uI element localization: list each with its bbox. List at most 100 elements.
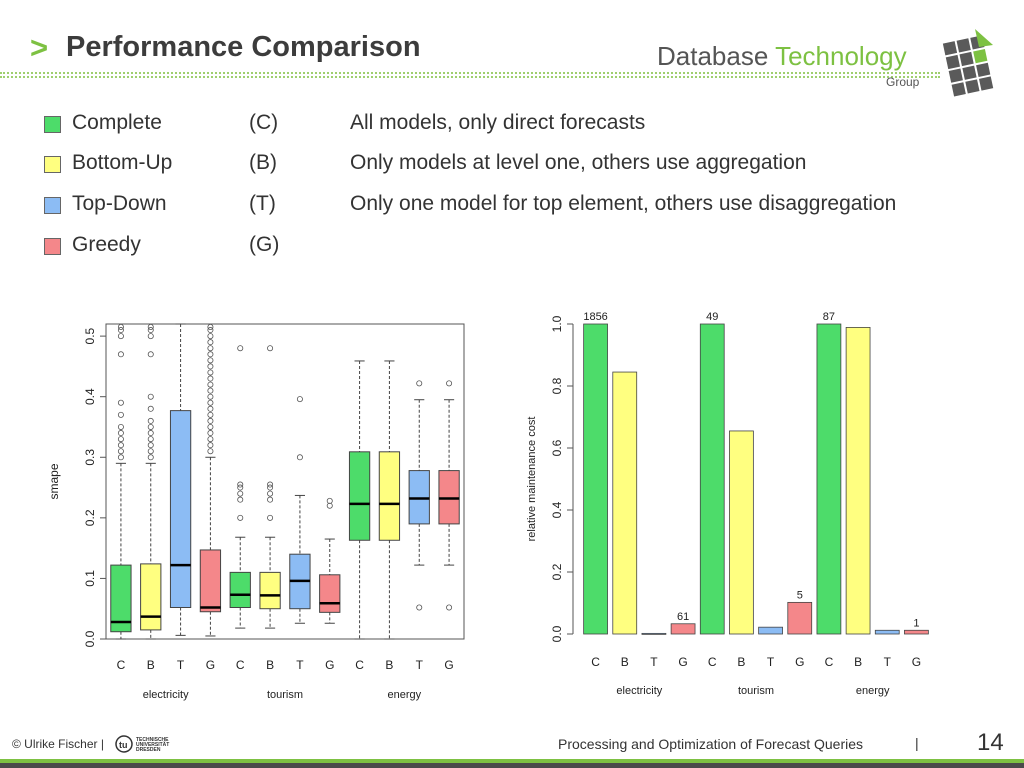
page-title: Performance Comparison <box>66 31 421 63</box>
box-outlier <box>147 448 154 455</box>
box-outlier <box>207 393 214 400</box>
box-outlier <box>207 333 214 340</box>
y-tick-label: 0.8 <box>550 377 564 394</box>
svg-text:tu: tu <box>119 740 128 750</box>
box-energy-B <box>378 451 401 541</box>
legend-name: Top-Down <box>72 192 167 215</box>
box-outlier <box>147 430 154 437</box>
y-tick-label: 0.0 <box>550 625 564 642</box>
box-outlier <box>207 357 214 364</box>
y-axis-label: smape <box>47 463 61 499</box>
box-outlier <box>296 454 303 461</box>
footer-accent-bar <box>0 759 1024 763</box>
y-tick-label: 0.4 <box>550 501 564 518</box>
x-tick-label: C <box>236 658 245 672</box>
box-outlier <box>207 339 214 346</box>
box-outlier <box>117 442 124 449</box>
legend-description: All models, only direct forecasts <box>350 111 646 134</box>
x-tick-label: G <box>795 655 804 669</box>
group-label-electricity: electricity <box>143 689 189 701</box>
tud-line-1: TECHNISCHE <box>136 737 169 743</box>
box-outlier <box>147 454 154 461</box>
y-tick-label: 1.0 <box>550 315 564 332</box>
x-tick-label: B <box>385 658 393 672</box>
x-tick-label: G <box>325 658 334 672</box>
box-outlier <box>237 484 244 491</box>
tud-line-3: DRESDEN <box>136 747 161 753</box>
box-outlier <box>147 323 154 330</box>
box-outlier <box>207 381 214 388</box>
group-label-energy: energy <box>856 685 890 697</box>
y-tick-label: 0.3 <box>83 449 97 466</box>
bar-G <box>904 629 929 635</box>
box-outlier <box>237 514 244 521</box>
x-tick-label: G <box>444 658 453 672</box>
box-outlier <box>207 423 214 430</box>
box-outlier <box>207 375 214 382</box>
legend-description: Only one model for top element, others u… <box>350 192 897 215</box>
box-outlier <box>267 481 274 488</box>
bar-value-label: 61 <box>677 611 689 623</box>
smape-boxplot-chart: 0.0 0.1 0.2 0.3 0.4 0.5 smape C B T G C B T G C B T Gelect… <box>47 323 465 701</box>
x-tick-label: G <box>206 658 215 672</box>
header-divider <box>0 72 940 74</box>
box-outlier <box>207 417 214 424</box>
box-outlier <box>117 430 124 437</box>
x-tick-label: T <box>416 658 424 672</box>
bar-G <box>670 623 696 635</box>
x-tick-label: C <box>117 658 126 672</box>
bar-C <box>583 323 608 635</box>
box-outlier <box>147 436 154 443</box>
box-outlier <box>326 502 333 509</box>
box-electricity-G <box>199 549 222 613</box>
bar-value-label: 49 <box>706 311 718 323</box>
x-tick-label: B <box>737 655 745 669</box>
box-outlier <box>207 323 214 330</box>
bar-value-label: 5 <box>797 589 803 601</box>
footer-dark-bar <box>0 763 1024 768</box>
box-outlier <box>147 405 154 412</box>
bar-C <box>816 323 842 635</box>
box-outlier <box>267 514 274 521</box>
y-axis-label: relative maintenance cost <box>526 417 538 542</box>
box-outlier <box>207 363 214 370</box>
logo-database-text: Database <box>657 41 769 71</box>
legend-name: Complete <box>72 111 162 134</box>
y-tick-label: 0.4 <box>83 388 97 405</box>
box-outlier <box>207 436 214 443</box>
box-energy-C <box>348 451 371 541</box>
box-outlier <box>416 380 423 387</box>
title-chevron: > <box>30 30 49 65</box>
box-outlier <box>117 448 124 455</box>
box-outlier <box>117 454 124 461</box>
box-tourism-C <box>229 571 251 609</box>
maintenance-cost-bar-chart: 0.0 0.2 0.4 0.6 0.8 1.0 relative maintenance c… <box>526 311 929 697</box>
legend-code: (G) <box>249 233 280 256</box>
box-outlier <box>237 345 244 352</box>
bar-G <box>787 601 813 635</box>
box-outlier <box>117 399 124 406</box>
box-outlier <box>147 423 154 430</box>
bar-T <box>641 632 667 635</box>
box-tourism-B <box>259 571 281 610</box>
logo-technology-text: Technology <box>775 41 907 71</box>
bar-value-label: 1856 <box>583 311 607 323</box>
box-outlier <box>117 423 124 430</box>
box-tourism-G <box>319 574 341 613</box>
group-label-tourism: tourism <box>267 689 303 701</box>
box-outlier <box>117 323 124 330</box>
bar-T <box>874 629 900 635</box>
box-electricity-B <box>140 563 162 631</box>
box-outlier <box>147 442 154 449</box>
box-outlier <box>207 448 214 455</box>
box-outlier <box>147 351 154 358</box>
y-tick-label: 0.2 <box>83 509 97 526</box>
y-tick-label: 0.5 <box>83 327 97 344</box>
tu-dresden-logo-icon: tu TECHNISCHE UNIVERSITÄT DRESDEN <box>115 735 169 753</box>
box-outlier <box>147 333 154 340</box>
header-divider-2 <box>0 76 940 78</box>
tud-line-2: UNIVERSITÄT <box>136 741 169 748</box>
y-tick-label: 0.6 <box>550 439 564 456</box>
x-tick-label: T <box>767 655 775 669</box>
y-tick-label: 0.0 <box>83 630 97 647</box>
